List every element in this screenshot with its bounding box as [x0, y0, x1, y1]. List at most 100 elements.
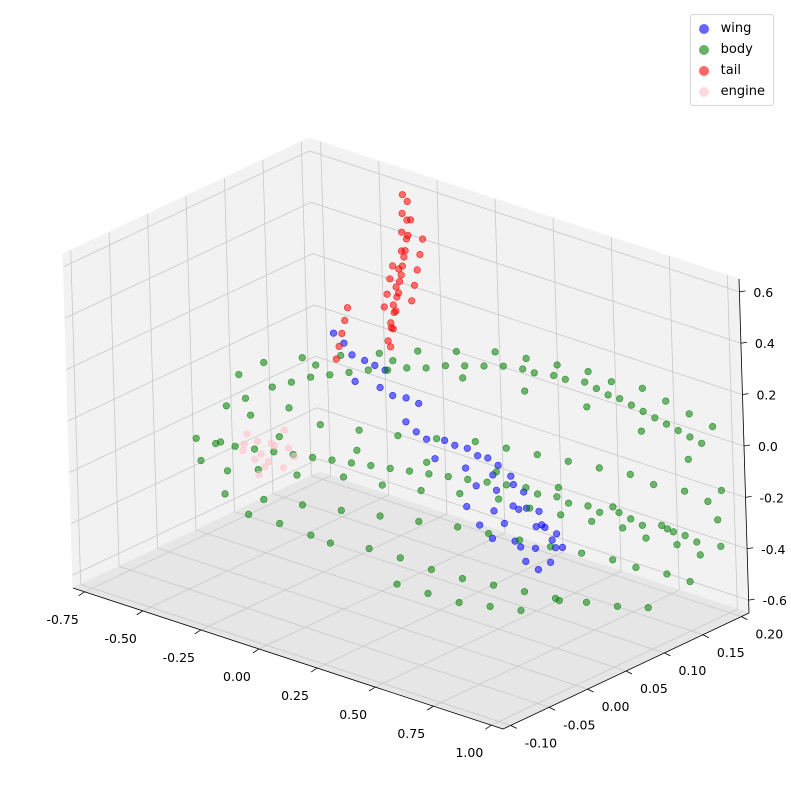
wing-point — [415, 399, 423, 408]
legend-label: engine — [720, 84, 765, 99]
body-point — [638, 384, 647, 392]
tail-point — [393, 293, 401, 301]
wing-point — [463, 503, 471, 511]
body-point — [489, 581, 498, 589]
wing-point — [351, 377, 359, 386]
z-tick-mark — [743, 444, 751, 447]
legend-marker — [698, 23, 709, 34]
z-grid-line — [69, 356, 316, 473]
x-tick-mark — [427, 705, 434, 711]
body-point — [298, 501, 307, 509]
engine-point — [253, 437, 261, 446]
y-tick-mark — [625, 670, 633, 675]
engine-point — [267, 439, 275, 448]
body-point — [522, 484, 530, 492]
body-point — [644, 604, 652, 612]
z-tick-mark — [740, 341, 747, 344]
body-point — [298, 354, 306, 362]
data-points — [192, 191, 726, 615]
engine-point — [239, 446, 247, 455]
body-point — [231, 442, 239, 450]
body-point — [632, 563, 640, 572]
body-point — [197, 457, 205, 465]
body-point — [502, 444, 510, 452]
body-point — [461, 362, 469, 370]
body-point — [367, 462, 375, 470]
body-point — [584, 368, 592, 376]
z-tick-label: 0.4 — [755, 336, 775, 351]
body-point — [680, 487, 689, 495]
wing-point — [389, 392, 397, 400]
wing-point — [462, 464, 470, 472]
body-point — [550, 371, 558, 380]
wing-point — [517, 543, 525, 551]
tail-point — [332, 355, 340, 363]
wing-point — [509, 481, 518, 489]
body-point — [424, 589, 432, 598]
body-point — [555, 596, 563, 605]
body-point — [693, 538, 701, 546]
body-point — [604, 391, 612, 399]
body-point — [684, 455, 692, 463]
body-point — [347, 459, 356, 467]
x-tick-label: 0.00 — [223, 669, 251, 684]
body-point — [326, 539, 335, 547]
body-point — [285, 404, 293, 412]
body-point — [365, 544, 373, 553]
body-point — [235, 371, 243, 379]
body-point — [696, 551, 704, 559]
body-point — [393, 580, 401, 588]
y-tick-mark — [587, 688, 594, 693]
body-point — [592, 384, 601, 393]
wing-point — [492, 486, 501, 494]
wing-point — [500, 519, 509, 528]
wing-point — [488, 534, 497, 543]
wing-point — [451, 441, 459, 449]
y-grid-line — [157, 547, 588, 690]
body-point — [607, 378, 616, 386]
y-tick-mark — [664, 652, 671, 657]
body-point — [378, 481, 386, 489]
x-tick-mark — [136, 610, 143, 616]
body-point — [577, 549, 586, 557]
tail-point — [410, 281, 419, 289]
engine-point — [257, 450, 265, 458]
body-point — [553, 493, 561, 501]
body-point — [658, 521, 666, 530]
x-tick-label: 1.00 — [455, 745, 483, 760]
x-tick-label: 0.50 — [339, 707, 367, 722]
y-grid-line — [234, 511, 665, 654]
body-point — [427, 565, 436, 574]
tail-point — [404, 231, 412, 239]
body-point — [192, 434, 200, 442]
y-tick-label: -0.05 — [563, 717, 595, 732]
body-point — [276, 519, 284, 528]
x-tick-mark — [368, 686, 376, 692]
engine-point — [280, 426, 288, 434]
y-grid-line — [311, 475, 742, 618]
body-point — [459, 374, 467, 382]
body-point — [626, 470, 634, 479]
legend: wing body tail engine — [689, 14, 774, 106]
body-point — [452, 347, 461, 356]
body-point — [651, 414, 659, 422]
wing-point — [376, 383, 384, 392]
body-point — [480, 362, 488, 370]
wing-point — [507, 472, 515, 480]
body-point — [241, 394, 250, 402]
tail-point — [338, 329, 346, 338]
tail-point — [389, 301, 398, 309]
wing-point — [348, 351, 356, 359]
z-tick-label: -0.2 — [760, 490, 784, 505]
body-point — [662, 420, 671, 428]
tail-point — [387, 343, 395, 351]
body-point — [520, 588, 529, 596]
body-point — [491, 348, 499, 356]
body-point — [384, 366, 392, 374]
wing-point — [431, 455, 439, 463]
x-tick-mark — [252, 648, 260, 654]
z-tick-mark — [748, 598, 755, 601]
body-point — [486, 602, 494, 611]
engine-point — [251, 455, 259, 464]
